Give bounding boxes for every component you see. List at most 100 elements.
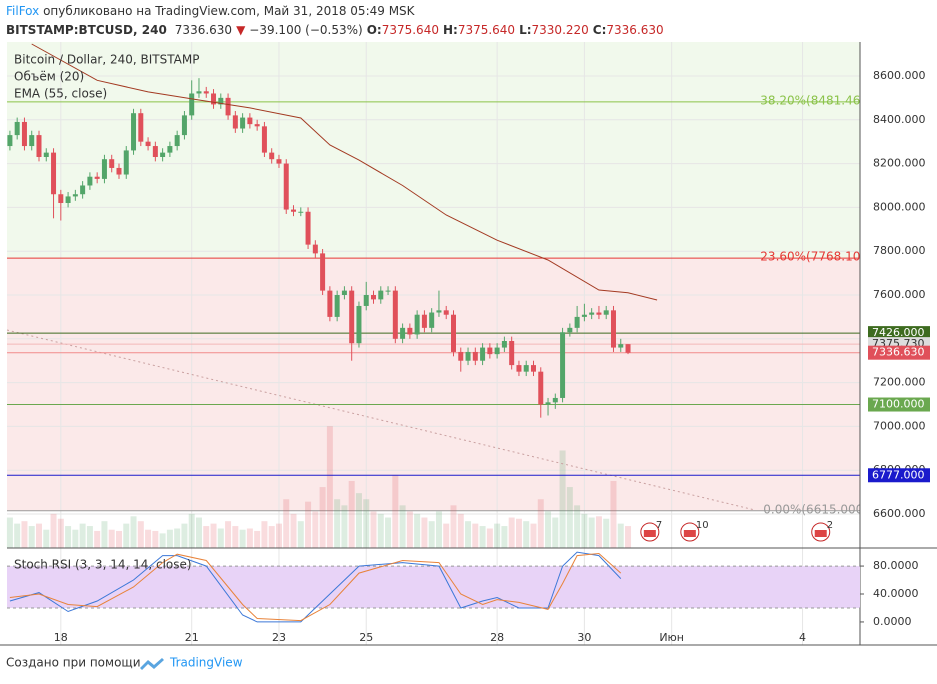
volume-bar: [363, 499, 370, 548]
candle-body: [349, 290, 355, 344]
stoch-band: [7, 566, 860, 608]
price-tag-label: 7426.000: [872, 326, 925, 339]
candle-body: [530, 365, 536, 372]
author: FilFox: [6, 4, 39, 18]
volume-bar: [326, 426, 333, 548]
volume-bar: [457, 513, 464, 548]
volume-bar: [57, 518, 64, 548]
candle-body: [80, 185, 86, 195]
y-tick-label: 0.0000: [873, 615, 912, 628]
volume-bar: [72, 529, 79, 548]
volume-bar: [195, 517, 202, 548]
volume-bar: [552, 517, 559, 548]
candle-body: [363, 295, 369, 306]
volume-bar: [246, 528, 253, 548]
chart-title: Bitcoin / Dollar, 240, BITSTAMP: [14, 53, 199, 67]
x-tick-label: 4: [799, 631, 806, 644]
candle-body: [29, 135, 35, 147]
candle-body: [341, 290, 347, 295]
volume-bar: [43, 529, 50, 548]
price-tag-label: 7100.000: [872, 398, 925, 411]
candle-body: [72, 194, 78, 197]
candle-body: [581, 314, 587, 317]
volume-bar: [297, 521, 304, 548]
candle-body: [523, 365, 529, 372]
candle-body: [378, 290, 384, 300]
candle-body: [414, 314, 420, 335]
volume-bar: [101, 521, 108, 548]
volume-bar: [268, 526, 275, 548]
arrow: ▼: [236, 23, 246, 37]
x-tick-label: Июн: [659, 631, 684, 644]
volume-bar: [225, 521, 232, 548]
logo: [140, 658, 164, 670]
y-tick-label: 80.0000: [873, 559, 919, 572]
candle-body: [43, 152, 49, 157]
change: −39.100 (−0.53%): [249, 23, 362, 37]
volume-bar: [435, 511, 442, 548]
candle-body: [116, 167, 122, 175]
candle-body: [589, 312, 595, 315]
candle-body: [94, 176, 100, 179]
candle-body: [385, 290, 391, 292]
y-tick-label: 7200.000: [873, 376, 926, 389]
volume-bar: [617, 523, 624, 548]
volume-bar: [603, 518, 610, 548]
volume-bar: [595, 516, 602, 548]
trend-line: [6, 329, 756, 511]
candle-body: [196, 91, 202, 94]
candle-body: [552, 397, 558, 403]
volume-bar: [472, 523, 479, 548]
volume-bar: [217, 528, 224, 548]
candle-body: [603, 310, 609, 315]
y-tick-label: 7800.000: [873, 244, 926, 257]
volume-bar: [355, 493, 362, 548]
volume-bar: [450, 505, 457, 548]
volume-bar: [174, 528, 181, 548]
volume-bar: [14, 523, 21, 548]
stoch-line: [9, 552, 622, 622]
x-tick-label: 21: [185, 631, 199, 644]
candle-body: [574, 316, 580, 328]
main-pane: 18 21 23 25 28 30 Июн 4 38.20%(8481.460 23.60%(77…: [0, 42, 937, 646]
candle-body: [596, 312, 602, 315]
volume-bar: [566, 487, 573, 548]
volume-bar: [421, 517, 428, 548]
candle-body: [458, 351, 464, 361]
fib-label: 38.20%(8481.460: [760, 93, 868, 107]
candle-body: [51, 152, 57, 195]
fib-label: 23.60%(7768.101: [760, 250, 868, 264]
l-val: 7330.220: [532, 23, 589, 37]
candle-body: [283, 163, 289, 210]
candle-body: [560, 332, 566, 398]
x-tick-label: 28: [490, 631, 504, 644]
candle-body: [567, 327, 573, 333]
candle-body: [138, 113, 144, 142]
volume-bar: [137, 521, 144, 548]
candle-body: [211, 93, 217, 105]
candle-body: [58, 194, 64, 203]
stoch-title: Stoch RSI (3, 3, 14, 14, close): [14, 558, 192, 572]
candle-body: [312, 244, 318, 254]
c-key: C:: [593, 23, 607, 37]
volume-bar: [370, 511, 377, 548]
candle-body: [276, 159, 282, 164]
candle-body: [109, 159, 115, 168]
y-tick-label: 7600.000: [873, 288, 926, 301]
candle-body: [618, 344, 624, 348]
price-tag: [868, 326, 930, 341]
y-tick-label: 8000.000: [873, 200, 926, 213]
volume-bar: [348, 480, 355, 548]
price-tag: [868, 397, 930, 412]
candle-body: [472, 351, 478, 361]
event-flag: [643, 530, 656, 537]
y-tick-label: 8400.000: [873, 113, 926, 126]
candle-body: [261, 126, 267, 153]
ema-label: EMA (55, close): [14, 87, 107, 101]
volume-bar: [65, 526, 72, 548]
candle-body: [516, 365, 522, 372]
event-label: 2: [827, 520, 833, 531]
zone-green: [7, 42, 860, 259]
volume-bar: [35, 523, 42, 548]
candle-body: [436, 310, 442, 313]
